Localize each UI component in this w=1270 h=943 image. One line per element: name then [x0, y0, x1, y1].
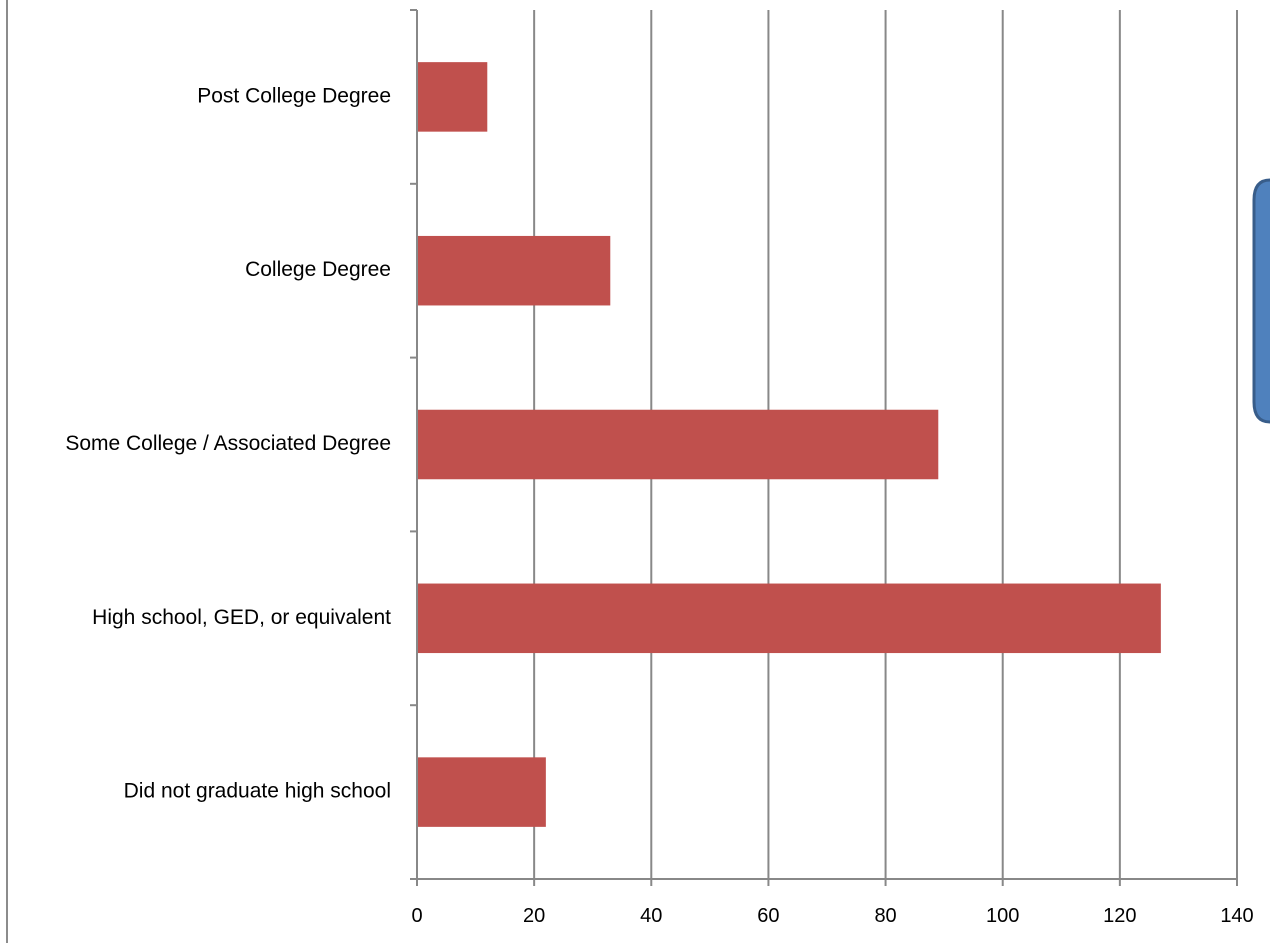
- callout-box: [1252, 178, 1270, 424]
- x-tick-label: 0: [411, 905, 422, 927]
- category-label: High school, GED, or equivalent: [92, 606, 391, 629]
- labels: 0 20 40 60 80 100 120 140 Post College Degree Col…: [65, 84, 1253, 927]
- bar: [417, 757, 546, 827]
- category-label: Post College Degree: [197, 84, 391, 107]
- x-tick-label: 80: [874, 905, 896, 927]
- x-tick-label: 20: [523, 905, 545, 927]
- bars: [417, 62, 1161, 827]
- bar: [417, 62, 488, 132]
- axes: [410, 9, 1238, 886]
- x-tick-label: 60: [757, 905, 779, 927]
- category-label: Did not graduate high school: [124, 780, 391, 803]
- x-tick-label: 120: [1103, 905, 1136, 927]
- category-label: Some College / Associated Degree: [65, 432, 391, 455]
- category-label: College Degree: [245, 258, 391, 281]
- x-tick-label: 40: [640, 905, 662, 927]
- bar: [417, 583, 1161, 654]
- bar: [417, 409, 939, 480]
- x-tick-label: 140: [1220, 905, 1253, 927]
- x-tick-label: 100: [986, 905, 1019, 927]
- bar: [417, 235, 611, 306]
